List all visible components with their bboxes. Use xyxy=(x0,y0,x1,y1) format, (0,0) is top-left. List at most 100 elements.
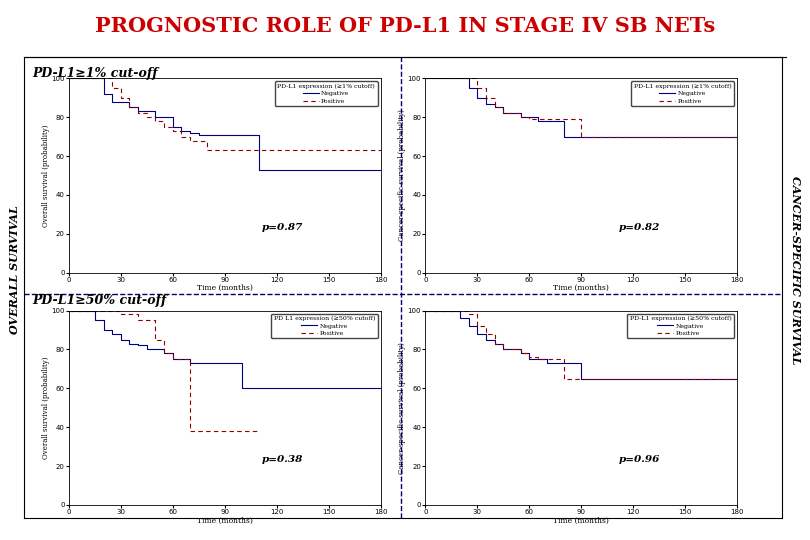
Text: PD-L1≥1% cut-off: PD-L1≥1% cut-off xyxy=(32,68,158,80)
Negative xyxy=(490,104,500,111)
Positive xyxy=(732,133,742,140)
Positive xyxy=(594,375,603,382)
Negative xyxy=(455,315,465,321)
Positive xyxy=(134,317,143,323)
Text: OVERALL SURVIVAL: OVERALL SURVIVAL xyxy=(9,206,20,334)
Legend: Negative, Positive: Negative, Positive xyxy=(627,314,734,339)
Positive xyxy=(64,75,74,82)
Positive xyxy=(185,137,195,144)
X-axis label: Time (months): Time (months) xyxy=(197,284,253,292)
Negative xyxy=(446,307,456,314)
Negative xyxy=(202,360,212,366)
Negative xyxy=(142,346,151,353)
Positive xyxy=(533,116,543,123)
Positive xyxy=(168,127,177,134)
X-axis label: Time (months): Time (months) xyxy=(553,516,609,524)
Positive xyxy=(576,133,586,140)
Negative xyxy=(629,375,638,382)
Negative xyxy=(134,108,143,114)
Negative xyxy=(185,360,195,366)
Y-axis label: Overall survival (probability): Overall survival (probability) xyxy=(42,124,49,227)
Positive xyxy=(125,104,134,111)
Positive xyxy=(99,307,109,314)
Y-axis label: Overall survival (probability): Overall survival (probability) xyxy=(42,356,49,459)
Line: Positive: Positive xyxy=(69,310,259,431)
Negative xyxy=(194,131,203,138)
Positive xyxy=(542,356,552,362)
Positive xyxy=(516,114,526,120)
Negative xyxy=(481,336,491,343)
Negative xyxy=(376,166,386,173)
Negative xyxy=(272,166,282,173)
Positive xyxy=(185,428,195,434)
Legend: Negative, Positive: Negative, Positive xyxy=(631,82,734,106)
Line: Negative: Negative xyxy=(425,310,737,379)
Text: PROGNOSTIC ROLE OF PD-L1 IN STAGE IV SB NETs: PROGNOSTIC ROLE OF PD-L1 IN STAGE IV SB … xyxy=(95,16,715,36)
Positive xyxy=(481,94,491,101)
Negative xyxy=(107,98,117,105)
Negative xyxy=(420,307,430,314)
Positive xyxy=(254,428,264,434)
Positive xyxy=(594,133,603,140)
Negative xyxy=(185,130,195,136)
Negative xyxy=(160,114,169,120)
Negative xyxy=(99,327,109,333)
Legend: Negative, Positive: Negative, Positive xyxy=(275,82,377,106)
Text: p=0.82: p=0.82 xyxy=(619,223,660,232)
Negative xyxy=(542,118,552,124)
Negative xyxy=(472,94,482,101)
Negative xyxy=(151,114,160,120)
Negative xyxy=(151,346,160,353)
Positive xyxy=(116,311,126,318)
Negative xyxy=(507,346,517,353)
Negative xyxy=(498,110,508,117)
Negative xyxy=(446,75,456,82)
Positive xyxy=(481,330,491,337)
Negative xyxy=(85,75,95,82)
Positive xyxy=(732,375,742,382)
Positive xyxy=(559,375,569,382)
Negative xyxy=(254,385,264,392)
Negative xyxy=(376,385,386,392)
Negative xyxy=(542,360,552,366)
Positive xyxy=(142,114,151,120)
Negative xyxy=(160,350,169,356)
Negative xyxy=(481,100,491,107)
Negative xyxy=(134,342,143,349)
Positive xyxy=(96,75,105,82)
Negative xyxy=(498,346,508,353)
Negative xyxy=(559,133,569,140)
Negative xyxy=(576,133,586,140)
Y-axis label: Cancer-specific survival (probability): Cancer-specific survival (probability) xyxy=(399,342,406,474)
Positive xyxy=(533,356,543,362)
Positive xyxy=(472,85,482,91)
Positive xyxy=(177,356,186,362)
Negative xyxy=(524,356,534,362)
Negative xyxy=(463,323,473,329)
Positive xyxy=(376,147,386,153)
Line: Negative: Negative xyxy=(425,78,737,137)
Positive xyxy=(194,137,203,144)
Positive xyxy=(463,311,473,318)
Negative xyxy=(125,104,134,111)
X-axis label: Time (months): Time (months) xyxy=(553,284,609,292)
Positive xyxy=(160,350,169,356)
Positive xyxy=(151,118,160,124)
Negative xyxy=(237,131,247,138)
Positive xyxy=(498,110,508,117)
Negative xyxy=(99,91,109,97)
X-axis label: Time (months): Time (months) xyxy=(197,516,253,524)
Negative xyxy=(237,385,247,392)
Positive xyxy=(202,147,212,153)
Positive xyxy=(490,340,500,347)
Legend: Negative, Positive: Negative, Positive xyxy=(271,314,377,339)
Positive xyxy=(559,116,569,123)
Positive xyxy=(455,307,465,314)
Positive xyxy=(472,323,482,329)
Negative xyxy=(220,360,230,366)
Negative xyxy=(177,127,186,134)
Positive xyxy=(107,85,117,91)
Negative xyxy=(107,330,117,337)
Positive xyxy=(220,147,230,153)
Negative xyxy=(594,133,603,140)
